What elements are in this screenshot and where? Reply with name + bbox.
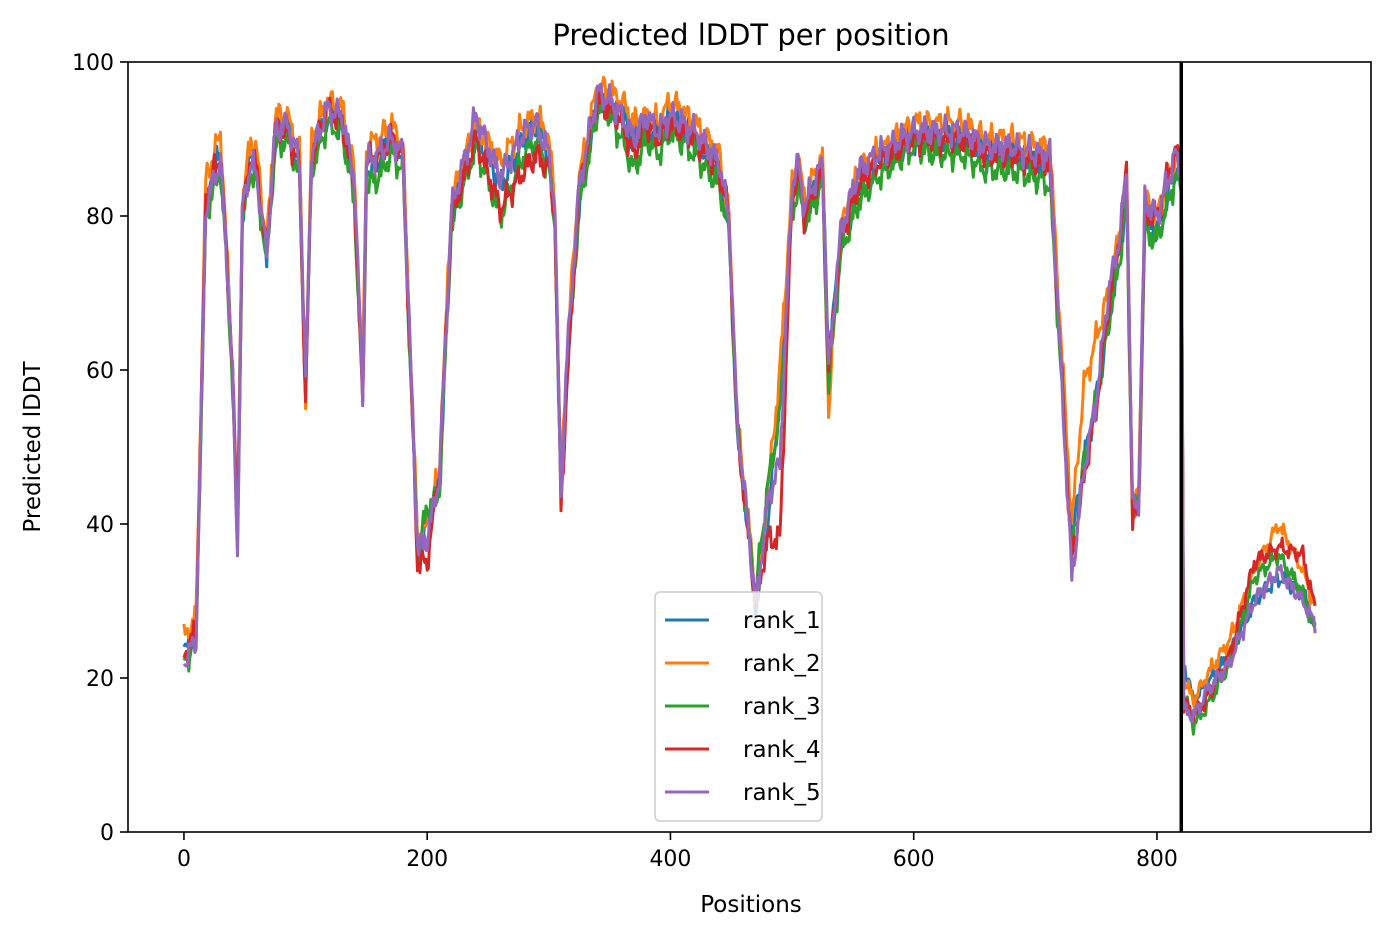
series-line-rank_5: [182, 82, 1317, 724]
legend: rank_1 rank_2 rank_3 rank_4 rank_5: [654, 591, 823, 822]
legend-label-rank_1: rank_1: [743, 608, 821, 634]
x-tick-label: 400: [649, 847, 691, 872]
legend-label-rank_2: rank_2: [743, 651, 821, 677]
x-tick-label: 0: [177, 847, 191, 872]
x-tick-label: 800: [1136, 847, 1178, 872]
x-tick-label: 600: [893, 847, 935, 872]
legend-label-rank_3: rank_3: [743, 694, 821, 720]
legend-box: [654, 591, 823, 822]
legend-label-rank_5: rank_5: [743, 780, 821, 806]
y-tick-label: 40: [86, 513, 114, 538]
y-tick-label: 20: [86, 667, 114, 692]
x-axis-label: Positions: [700, 892, 802, 918]
y-axis: 0 20 40 60 80 100: [72, 51, 128, 846]
legend-label-rank_4: rank_4: [743, 737, 821, 763]
y-tick-label: 60: [86, 359, 114, 384]
y-tick-label: 100: [72, 51, 114, 76]
chart-title: Predicted lDDT per position: [552, 18, 949, 52]
y-axis-label: Predicted lDDT: [20, 360, 46, 532]
y-tick-label: 80: [86, 205, 114, 230]
x-tick-label: 200: [406, 847, 448, 872]
plot-area: [182, 75, 1317, 736]
plot-frame: [127, 61, 1372, 833]
x-axis: 0 200 400 600 800: [177, 832, 1178, 872]
y-tick-label: 0: [100, 821, 114, 846]
